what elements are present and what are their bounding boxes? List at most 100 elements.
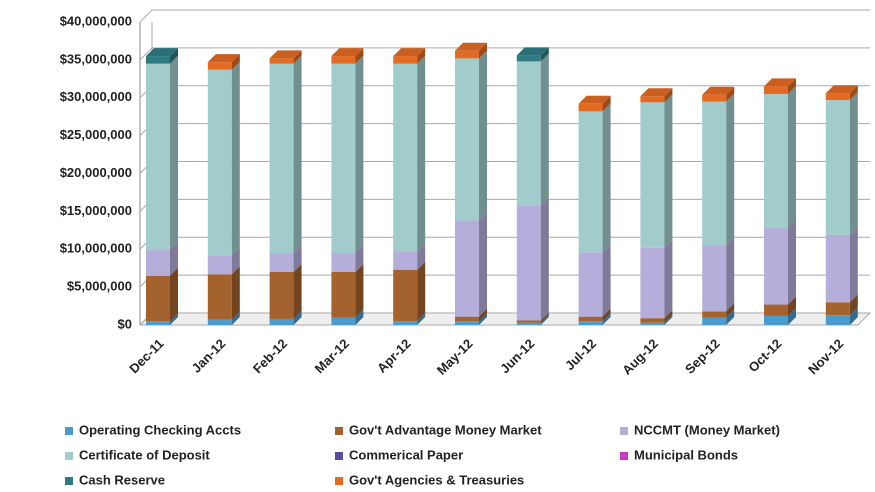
bar-side	[540, 312, 549, 323]
x-tick-label: Oct-12	[745, 336, 784, 375]
bar-side	[417, 55, 426, 252]
bar-segment	[640, 322, 665, 325]
bar-top	[640, 88, 673, 97]
bar-top	[455, 42, 487, 51]
bar-segment	[516, 61, 541, 206]
grid-line	[139, 198, 870, 212]
bar-side	[479, 212, 487, 317]
bar-segment	[702, 245, 727, 312]
bar-segment	[393, 56, 418, 64]
bar-segment	[331, 271, 356, 318]
bar-side	[540, 47, 549, 62]
bar-side	[417, 48, 426, 64]
bar-segment	[825, 315, 850, 325]
bar-segment	[455, 220, 479, 317]
y-tick-label: $25,000,000	[60, 127, 132, 142]
bar-side	[788, 78, 796, 94]
legend-label: Gov't Agencies & Treasuries	[349, 472, 524, 487]
grid-line	[139, 47, 870, 61]
bar-side	[479, 42, 487, 59]
bar-side	[849, 226, 858, 303]
bar-side	[726, 309, 735, 325]
bar-segment	[269, 253, 294, 272]
grid-line	[139, 85, 870, 99]
bar-side	[540, 197, 549, 321]
bar-segment	[207, 69, 232, 256]
bar-segment	[702, 311, 727, 318]
legend-swatch	[335, 427, 343, 435]
bar-segment	[764, 304, 788, 316]
bar-side	[540, 314, 549, 325]
bar-side	[602, 103, 611, 253]
bar-top	[516, 47, 549, 56]
bar-segment	[640, 96, 665, 103]
x-tick-label: Jul-12	[562, 336, 599, 373]
bar-segment	[269, 271, 294, 319]
bar-segment	[578, 316, 603, 322]
grid-line	[139, 161, 870, 174]
bar-segment	[393, 321, 418, 325]
bar-segment	[825, 302, 850, 316]
bar-top	[269, 50, 302, 59]
bar-side	[293, 245, 302, 272]
bar-top	[702, 86, 735, 95]
bar-side	[293, 55, 302, 254]
bar-segment	[764, 86, 788, 94]
bar-top	[331, 48, 364, 57]
bar-side	[417, 313, 426, 325]
bar-segment	[207, 62, 232, 70]
bar-side	[355, 55, 364, 254]
bar-segment	[269, 58, 294, 64]
bar-segment	[702, 94, 727, 102]
bar-side	[293, 50, 302, 64]
x-tick-label: Sep-12	[682, 336, 723, 377]
bar-top	[764, 78, 796, 87]
legend-swatch	[65, 477, 73, 485]
bar-top	[578, 95, 611, 104]
bar-side	[231, 266, 240, 320]
bar-segment	[578, 103, 603, 112]
floor	[138, 312, 872, 326]
bar-segment	[825, 234, 850, 303]
bar-segment	[393, 63, 418, 252]
bar-side	[664, 239, 673, 319]
bar-side	[664, 310, 673, 323]
legend-label: Certificate of Deposit	[79, 447, 210, 462]
bar-segment	[578, 321, 603, 325]
bar-side	[602, 244, 611, 317]
bar-segment	[825, 100, 850, 235]
bar-top	[146, 48, 178, 57]
x-tick-label: Jan-12	[189, 336, 229, 376]
bar-segment	[702, 317, 727, 325]
bar-segment	[146, 56, 170, 64]
legend-label: NCCMT (Money Market)	[634, 422, 780, 437]
bar-segment	[764, 315, 788, 325]
bar-segment	[516, 320, 541, 323]
x-tick-label: Jun-12	[497, 336, 537, 376]
bar-segment	[269, 318, 294, 325]
bar-segment	[640, 102, 665, 248]
bar-side	[849, 307, 858, 325]
bar-segment	[640, 247, 665, 319]
bar-side	[726, 93, 735, 246]
legend-swatch	[65, 427, 73, 435]
bar-top	[393, 48, 426, 57]
x-tick-label: Dec-11	[126, 336, 166, 376]
x-tick-label: Nov-12	[805, 336, 846, 377]
bar-segment	[331, 63, 356, 254]
legend-swatch	[620, 452, 628, 460]
bar-segment	[207, 274, 232, 320]
grid-line	[139, 9, 870, 23]
bar-segment	[702, 101, 727, 246]
bar-side	[664, 94, 673, 248]
bar-segment	[455, 321, 479, 325]
legend-swatch	[620, 427, 628, 435]
legend-swatch	[335, 477, 343, 485]
bar-side	[479, 50, 487, 221]
bar-segment	[578, 252, 603, 317]
bar-side	[479, 308, 487, 322]
legend-label: Cash Reserve	[79, 472, 165, 487]
bar-side	[231, 61, 240, 256]
bar-side	[170, 267, 178, 322]
